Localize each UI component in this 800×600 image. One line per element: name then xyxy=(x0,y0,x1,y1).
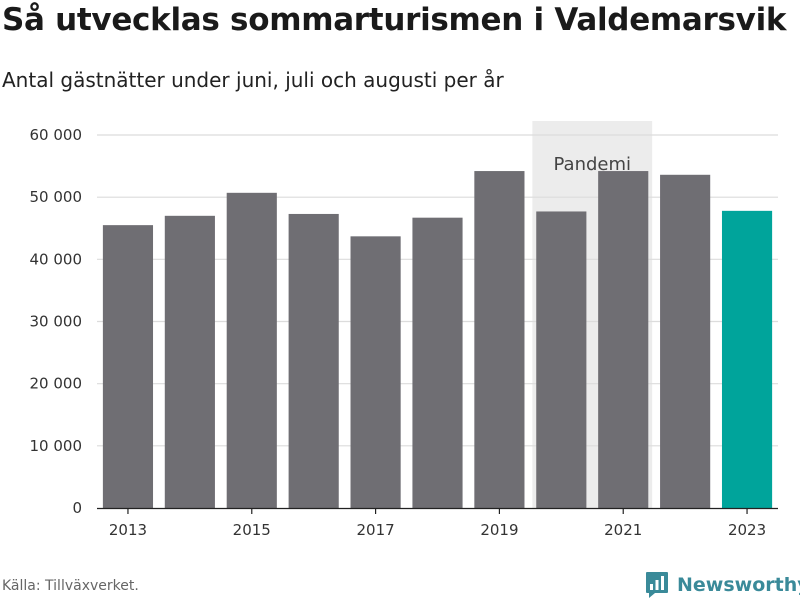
bar-2013 xyxy=(102,225,154,508)
bar-2017 xyxy=(350,236,401,508)
chart-subtitle: Antal gästnätter under juni, juli och au… xyxy=(2,68,504,92)
y-tick-label: 60 000 xyxy=(30,126,83,144)
bar-2019 xyxy=(474,171,525,508)
bar-2022 xyxy=(660,174,711,508)
x-tick-label: 2023 xyxy=(728,521,766,539)
pandemic-label: Pandemi xyxy=(554,154,632,175)
bar-2020 xyxy=(536,211,587,508)
x-tick-label: 2017 xyxy=(356,521,394,539)
source-note: Källa: Tillväxverket. xyxy=(2,578,139,594)
y-tick-label: 30 000 xyxy=(30,313,83,331)
y-tick-label: 40 000 xyxy=(30,250,83,268)
x-tick-label: 2019 xyxy=(480,521,518,539)
y-tick-label: 0 xyxy=(72,499,82,517)
bar-2023 xyxy=(721,210,773,509)
y-tick-label: 10 000 xyxy=(30,437,83,455)
y-tick-label: 20 000 xyxy=(30,375,83,393)
chart-logo-icon xyxy=(646,572,668,598)
bar-2014 xyxy=(164,215,215,509)
x-tick-label: 2021 xyxy=(604,521,642,539)
bar-2015 xyxy=(226,192,277,508)
y-tick-label: 50 000 xyxy=(30,188,83,206)
bar-2016 xyxy=(288,213,339,508)
x-tick-label: 2015 xyxy=(233,521,271,539)
x-tick-label: 2013 xyxy=(109,521,147,539)
brand-logo[interactable]: Newsworthy xyxy=(645,570,800,600)
bar-chart: 0 10 000 20 000 30 000 40 000 50 000 60 000 201… xyxy=(30,121,778,539)
brand-name: Newsworthy xyxy=(677,574,800,596)
bar-2018 xyxy=(412,217,463,508)
chart-title: Så utvecklas sommarturismen i Valdemarsv… xyxy=(2,2,787,38)
bar-2021 xyxy=(598,171,649,508)
